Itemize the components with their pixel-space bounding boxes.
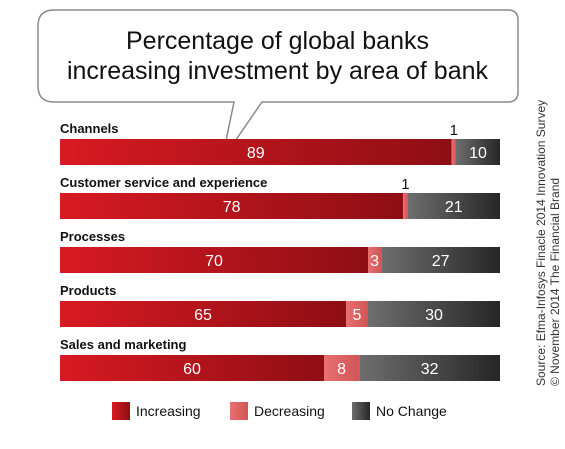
category-label-customer-service-and-experience: Customer service and experience [60, 175, 267, 190]
data-label-no-change-processes: 27 [432, 253, 450, 270]
bar-decreasing-products [346, 301, 368, 327]
data-label-no-change-customer-service-and-experience: 21 [445, 199, 463, 216]
category-label-sales-and-marketing: Sales and marketing [60, 337, 186, 352]
data-label-increasing-products: 65 [194, 307, 212, 324]
bar-no-change-customer-service-and-experience [407, 193, 500, 219]
bar-decreasing-sales-and-marketing [324, 355, 360, 381]
data-label-no-change-products: 30 [425, 307, 443, 324]
legend-item-increasing: Increasing [112, 402, 201, 420]
bar-no-change-sales-and-marketing [359, 355, 500, 381]
legend-item-decreasing: Decreasing [230, 402, 325, 420]
bar-increasing-products [60, 301, 346, 327]
legend-label-increasing: Increasing [136, 403, 201, 419]
source-note: Source: Efma-Infosys Finacle 2014 Innova… [534, 99, 548, 386]
legend-swatch-no-change [352, 402, 370, 420]
bar-no-change-processes [381, 247, 500, 273]
legend-item-no-change: No Change [352, 402, 447, 420]
bar-no-change-channels [456, 139, 500, 165]
data-label-increasing-channels: 89 [247, 145, 265, 162]
legend-label-decreasing: Decreasing [254, 403, 325, 419]
category-label-products: Products [60, 283, 116, 298]
data-label-increasing-customer-service-and-experience: 78 [223, 199, 241, 216]
data-label-decreasing-channels: 1 [450, 122, 458, 139]
bar-decreasing-processes [368, 247, 382, 273]
bar-no-change-products [368, 301, 500, 327]
data-label-decreasing-processes: 3 [370, 253, 379, 270]
legend-swatch-increasing [112, 402, 130, 420]
data-label-increasing-sales-and-marketing: 60 [183, 361, 201, 378]
chart-title-line-1: Percentage of global banks [126, 27, 429, 55]
data-label-decreasing-customer-service-and-experience: 1 [401, 176, 409, 193]
data-label-no-change-channels: 10 [469, 145, 487, 162]
category-label-processes: Processes [60, 229, 125, 244]
data-label-no-change-sales-and-marketing: 32 [421, 361, 439, 378]
bar-decreasing-channels [451, 139, 456, 165]
bar-increasing-customer-service-and-experience [60, 193, 404, 219]
category-label-channels: Channels [60, 121, 119, 136]
copyright-note: © November 2014 The Financial Brand [548, 177, 562, 386]
chart-title-line-2: increasing investment by area of bank [66, 57, 489, 85]
legend-swatch-decreasing [230, 402, 248, 420]
legend-label-no-change: No Change [376, 403, 447, 419]
data-label-increasing-processes: 70 [205, 253, 223, 270]
bar-increasing-channels [60, 139, 452, 165]
bar-increasing-processes [60, 247, 368, 273]
data-label-decreasing-sales-and-marketing: 8 [337, 361, 346, 378]
data-label-decreasing-products: 5 [353, 307, 362, 324]
bar-increasing-sales-and-marketing [60, 355, 324, 381]
bar-decreasing-customer-service-and-experience [403, 193, 408, 219]
